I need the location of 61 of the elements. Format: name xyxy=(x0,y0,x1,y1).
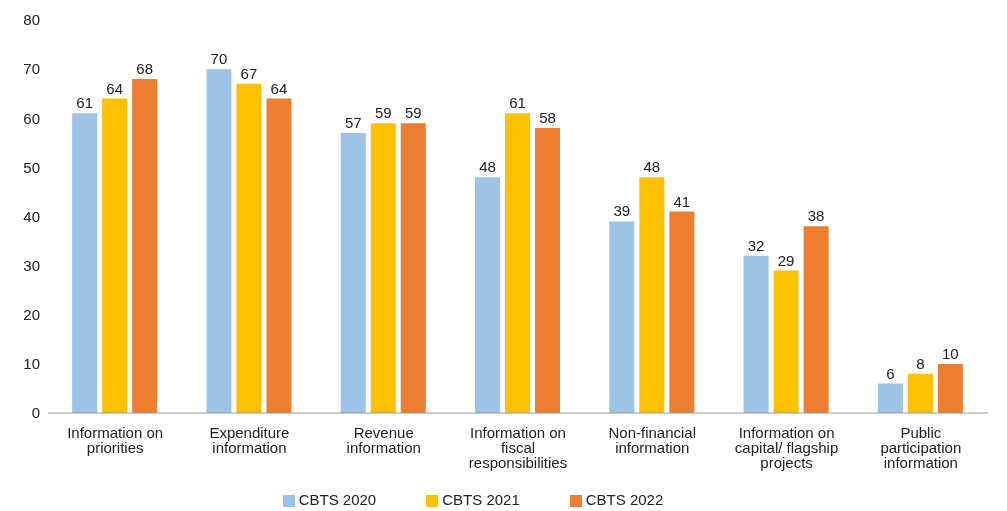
x-tick-label: Information on capital/ flagship projects xyxy=(734,423,839,471)
data-label: 64 xyxy=(270,79,288,97)
x-tick-label: Non-financial information xyxy=(608,423,697,456)
data-label: 41 xyxy=(673,192,691,210)
data-label: 32 xyxy=(747,236,765,254)
bar xyxy=(639,177,665,413)
data-label: 67 xyxy=(240,64,258,82)
y-tick-label: 20 xyxy=(23,306,40,324)
legend-label: CBTS 2022 xyxy=(585,491,664,508)
bar xyxy=(877,383,903,413)
data-label: 70 xyxy=(210,50,228,68)
x-tick-label: Expenditure information xyxy=(209,423,290,456)
y-tick-label: 80 xyxy=(23,11,40,29)
x-tick-label: Information on fiscal responsibilities xyxy=(468,423,568,471)
bar xyxy=(505,113,531,413)
data-label: 10 xyxy=(942,344,959,362)
bar xyxy=(370,123,396,413)
bar xyxy=(937,363,963,413)
data-label: 61 xyxy=(76,94,94,112)
data-label: 8 xyxy=(916,354,925,372)
data-label: 61 xyxy=(509,94,526,112)
bar xyxy=(102,98,128,413)
x-tick-label: Information on priorities xyxy=(67,423,164,456)
data-label: 59 xyxy=(404,104,422,122)
y-tick-label: 10 xyxy=(23,355,40,373)
bar xyxy=(266,98,292,413)
bar xyxy=(535,128,561,413)
y-tick-label: 50 xyxy=(23,158,40,176)
bar xyxy=(669,211,695,413)
legend-label: CBTS 2020 xyxy=(298,491,377,508)
y-tick-label: 0 xyxy=(31,404,40,422)
bar xyxy=(773,270,799,413)
bar xyxy=(609,221,635,413)
y-tick-label: 30 xyxy=(23,256,40,274)
y-tick-label: 40 xyxy=(23,207,40,225)
bar xyxy=(400,123,426,413)
bar xyxy=(475,177,501,413)
x-tick-label: Public participation information xyxy=(880,423,962,471)
bar xyxy=(72,113,98,413)
x-tick-label: Revenue information xyxy=(346,423,421,456)
legend-label: CBTS 2021 xyxy=(442,491,520,508)
data-label: 38 xyxy=(807,207,825,225)
bar xyxy=(236,83,262,413)
data-label: 6 xyxy=(886,364,895,382)
bar xyxy=(206,69,232,413)
bar xyxy=(132,78,158,413)
data-label: 48 xyxy=(479,158,496,176)
data-label: 39 xyxy=(613,202,631,220)
y-tick-label: 60 xyxy=(23,109,40,127)
data-label: 29 xyxy=(777,251,795,269)
bar xyxy=(340,132,366,413)
data-label: 59 xyxy=(374,104,392,122)
data-label: 57 xyxy=(344,113,362,131)
data-label: 58 xyxy=(539,109,556,127)
y-tick-label: 70 xyxy=(23,60,40,78)
data-label: 48 xyxy=(643,158,661,176)
bar xyxy=(743,255,769,413)
bar xyxy=(803,226,829,413)
bar xyxy=(907,373,933,413)
data-label: 68 xyxy=(136,59,154,77)
data-label: 64 xyxy=(106,79,124,97)
